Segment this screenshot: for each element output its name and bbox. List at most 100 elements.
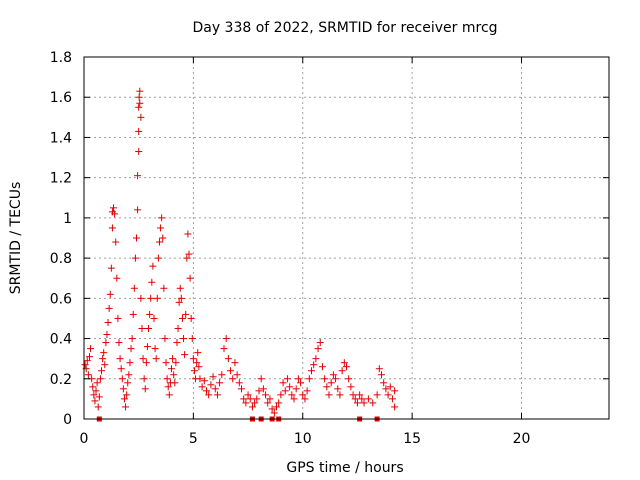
y-tick-label: 0.4 <box>50 332 72 348</box>
data-point <box>98 367 105 375</box>
data-point <box>153 294 161 302</box>
x-tick-label: 5 <box>189 431 198 447</box>
data-point <box>224 355 232 363</box>
data-point <box>378 371 385 379</box>
data-point <box>323 383 331 391</box>
data-point <box>235 379 243 387</box>
data-point <box>334 385 342 393</box>
data-point <box>299 391 307 399</box>
data-point <box>391 387 399 395</box>
data-point <box>172 359 180 367</box>
data-point <box>112 238 120 246</box>
data-point <box>137 113 145 121</box>
data-point <box>165 391 173 399</box>
data-point <box>185 250 193 258</box>
data-point <box>196 375 204 383</box>
data-point <box>108 224 116 232</box>
data-point <box>244 391 252 399</box>
data-point <box>209 373 217 381</box>
data-point <box>310 361 318 369</box>
data-point <box>187 314 195 322</box>
data-point <box>135 148 143 156</box>
data-point <box>106 290 114 298</box>
data-point <box>238 385 245 393</box>
data-point <box>150 314 158 322</box>
data-point <box>177 294 185 302</box>
data-point <box>99 355 107 363</box>
data-point <box>169 355 177 363</box>
data-point <box>384 391 392 399</box>
data-point <box>168 365 175 373</box>
data-point <box>292 385 300 393</box>
y-tick-label: 1.4 <box>50 130 72 146</box>
data-point <box>119 385 127 393</box>
data-point <box>391 403 399 411</box>
data-point <box>102 339 110 347</box>
data-point <box>136 87 144 95</box>
data-point <box>96 375 104 383</box>
data-point <box>353 399 361 407</box>
y-tick-label: 1.2 <box>50 171 72 187</box>
data-point <box>141 385 149 393</box>
data-point <box>336 391 344 399</box>
data-point <box>253 395 261 403</box>
data-point <box>158 214 166 222</box>
data-point <box>161 335 169 343</box>
data-point <box>248 403 256 411</box>
data-point <box>143 343 151 351</box>
data-point <box>351 395 359 403</box>
data-point <box>193 359 201 367</box>
data-point <box>382 385 390 393</box>
data-point <box>183 254 191 262</box>
data-point <box>327 379 335 387</box>
data-point <box>343 363 350 371</box>
data-point <box>113 274 121 282</box>
data-point <box>104 318 112 326</box>
y-tick-label: 0 <box>63 412 72 428</box>
data-point <box>114 314 122 322</box>
data-point <box>349 391 357 399</box>
data-point <box>107 264 115 272</box>
data-point <box>257 375 265 383</box>
data-point <box>229 375 237 383</box>
data-point <box>87 345 95 353</box>
x-axis-label: GPS time / hours <box>286 460 403 476</box>
data-point <box>227 367 235 375</box>
x-tick-label: 0 <box>80 431 89 447</box>
data-point <box>122 403 130 411</box>
data-point <box>146 310 154 318</box>
data-point <box>103 331 111 339</box>
data-point <box>126 359 134 367</box>
data-point <box>190 367 198 375</box>
data-point <box>149 262 157 270</box>
y-tick-label: 0.2 <box>50 372 72 388</box>
data-point <box>207 381 215 389</box>
data-point <box>157 224 165 232</box>
data-point <box>124 379 132 387</box>
data-point <box>138 325 146 332</box>
data-point <box>316 339 324 347</box>
data-point <box>321 375 329 383</box>
data-point <box>340 359 348 367</box>
data-point <box>281 387 289 395</box>
data-point <box>262 391 270 399</box>
data-point <box>142 359 150 367</box>
data-point <box>255 387 263 395</box>
data-point <box>195 363 203 371</box>
data-point <box>135 93 143 101</box>
data-point <box>203 387 210 395</box>
data-point <box>178 314 186 322</box>
data-point <box>93 379 101 387</box>
data-point <box>116 355 124 363</box>
data-point <box>174 325 182 332</box>
data-point <box>145 325 153 332</box>
data-point <box>180 335 188 343</box>
data-point <box>92 387 100 395</box>
data-point <box>182 310 190 318</box>
data-point <box>125 371 133 379</box>
data-point <box>131 254 139 262</box>
data-point <box>151 345 159 353</box>
data-point <box>123 391 131 399</box>
data-point <box>134 172 142 180</box>
data-point <box>184 230 192 238</box>
